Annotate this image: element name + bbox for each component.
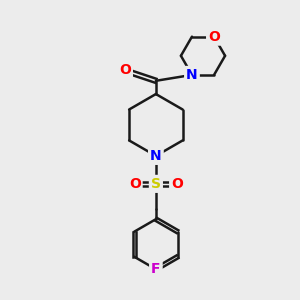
Text: O: O [171,177,183,191]
Text: F: F [151,262,160,276]
Text: S: S [151,177,161,191]
Text: O: O [208,30,220,44]
Text: O: O [129,177,141,191]
Text: O: O [119,64,131,77]
Text: N: N [150,149,162,163]
Text: N: N [186,68,198,82]
